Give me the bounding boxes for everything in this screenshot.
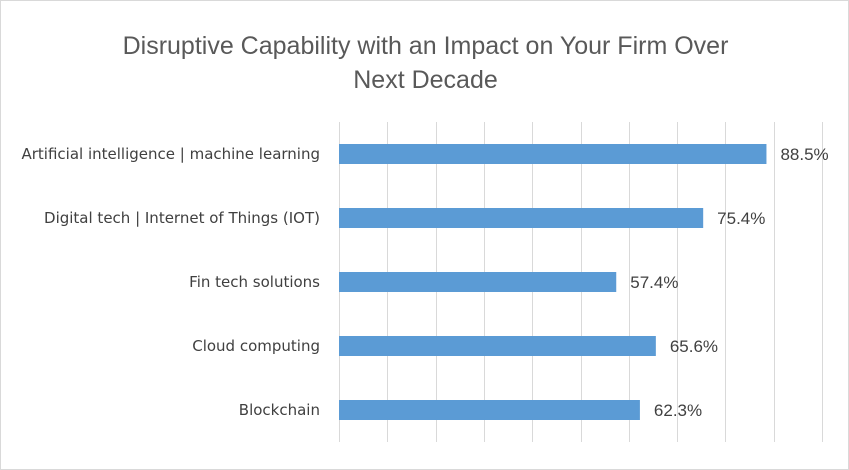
bars (339, 144, 767, 420)
data-label: 65.6% (670, 337, 718, 356)
category-label: Fin tech solutions (189, 273, 320, 291)
data-label: 88.5% (780, 145, 828, 164)
category-label: Digital tech | Internet of Things (IOT) (44, 209, 320, 227)
category-label: Artificial intelligence | machine learni… (22, 145, 321, 163)
bar (339, 336, 656, 356)
value-labels: 88.5% 75.4% 57.4% 65.6% 62.3% (630, 145, 828, 420)
chart-title: Disruptive Capability with an Impact on … (1, 29, 849, 97)
bar (339, 272, 617, 292)
category-label: Cloud computing (192, 337, 320, 355)
bar (339, 400, 640, 420)
bar (339, 208, 704, 228)
chart-title-line-1: Disruptive Capability with an Impact on … (122, 32, 729, 60)
data-label: 57.4% (630, 273, 678, 292)
bar (339, 144, 767, 164)
category-labels: Artificial intelligence | machine learni… (22, 145, 321, 419)
data-label: 62.3% (654, 401, 702, 420)
category-label: Blockchain (239, 401, 320, 419)
chart-title-line-2: Next Decade (353, 66, 498, 94)
data-label: 75.4% (717, 209, 765, 228)
